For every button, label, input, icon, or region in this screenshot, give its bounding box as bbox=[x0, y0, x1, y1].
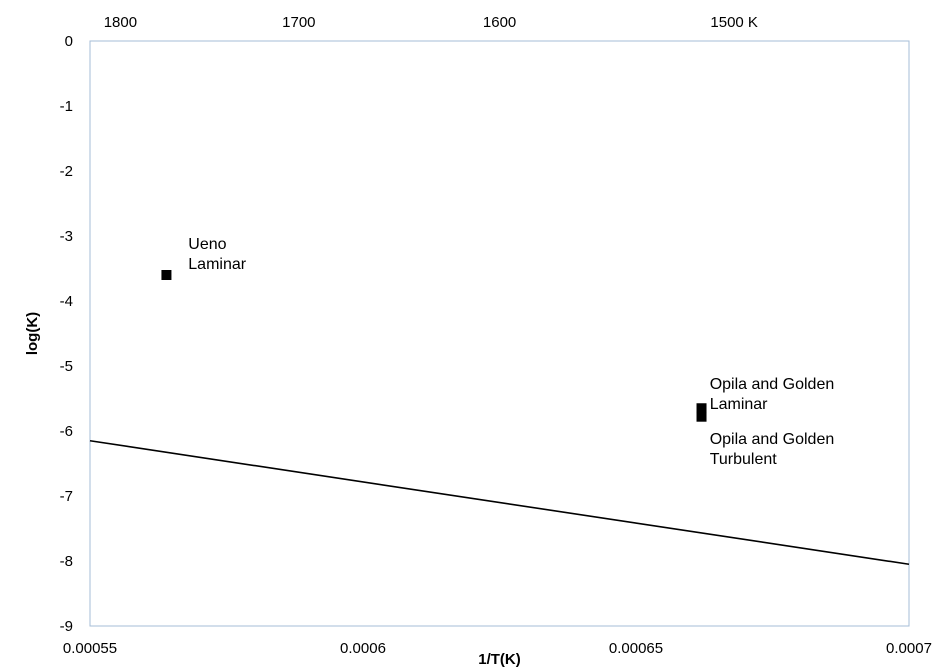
y-tick-label: 0 bbox=[65, 33, 73, 50]
annotation-label: Turbulent bbox=[710, 451, 778, 468]
x-tick-label: 0.0007 bbox=[886, 640, 932, 657]
y-tick-label: -8 bbox=[60, 553, 73, 570]
x-tick-label: 0.00055 bbox=[63, 640, 117, 657]
y-tick-label: -5 bbox=[60, 358, 73, 375]
annotation-label: Ueno bbox=[188, 236, 226, 253]
x-axis-title: 1/T(K) bbox=[478, 651, 521, 668]
trend-line bbox=[89, 439, 910, 566]
top-tick-label: 1700 bbox=[282, 14, 315, 31]
x-tick-label: 0.0006 bbox=[340, 640, 386, 657]
y-tick-label: -6 bbox=[60, 423, 73, 440]
y-tick-label: -2 bbox=[60, 163, 73, 180]
annotation-label: Laminar bbox=[710, 396, 768, 413]
x-tick-label: 0.00065 bbox=[609, 640, 663, 657]
annotation-label: Opila and Golden bbox=[710, 431, 835, 448]
data-point bbox=[696, 403, 707, 414]
y-tick-label: -4 bbox=[60, 293, 73, 310]
data-point bbox=[696, 411, 707, 422]
top-tick-label: 1800 bbox=[104, 14, 137, 31]
y-tick-label: -3 bbox=[60, 228, 73, 245]
data-point bbox=[161, 270, 172, 280]
y-tick-label: -9 bbox=[60, 618, 73, 635]
top-tick-label: 1500 K bbox=[710, 14, 758, 31]
top-tick-label: 1600 bbox=[483, 14, 516, 31]
y-tick-label: -7 bbox=[60, 488, 73, 505]
annotation-label: Laminar bbox=[188, 256, 246, 273]
plot-frame bbox=[89, 40, 910, 627]
y-tick-label: -1 bbox=[60, 98, 73, 115]
annotation-label: Opila and Golden bbox=[710, 376, 835, 393]
y-axis-title: log(K) bbox=[24, 312, 41, 355]
